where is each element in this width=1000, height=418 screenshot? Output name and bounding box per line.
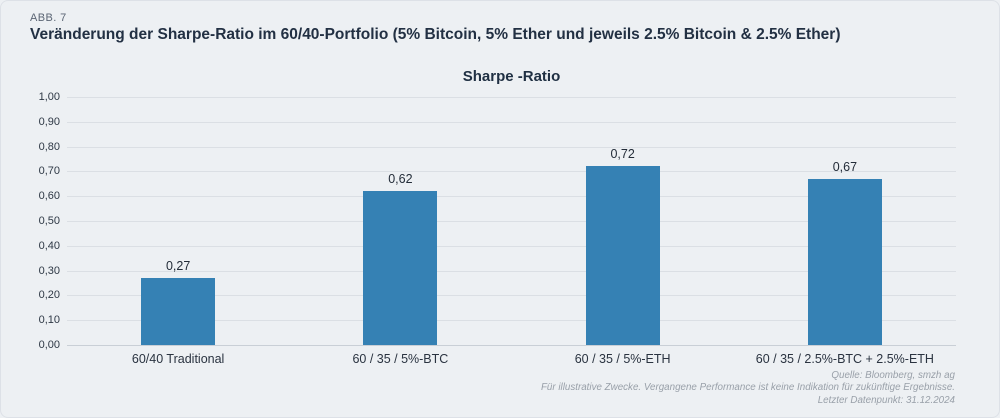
y-tick-label: 0,00 [38, 339, 60, 351]
y-tick-label: 0,50 [38, 215, 60, 227]
bar [585, 166, 660, 345]
y-tick-label: 0,90 [38, 115, 60, 128]
bars-row: 0,27 0,62 0,72 0,67 [67, 97, 956, 345]
figure-title: Veränderung der Sharpe-Ratio im 60/40-Po… [30, 26, 841, 43]
bar-group: 0,62 [289, 97, 511, 345]
last-datapoint-note: Letzter Datenpunkt: 31.12.2024 [817, 394, 955, 406]
gridline [67, 320, 956, 322]
source-note: Quelle: Bloomberg, smzh ag [831, 370, 955, 381]
y-tick-label: 0,10 [38, 314, 60, 327]
gridline [67, 295, 956, 297]
bar-value-label: 0,67 [832, 159, 858, 174]
gridline [67, 270, 956, 272]
bar [141, 278, 216, 345]
x-tick-label: 60 / 35 / 2.5%-BTC + 2.5%-ETH [755, 352, 934, 366]
gridline [67, 345, 956, 346]
x-axis-labels: 60/40 Traditional 60 / 35 / 5%-BTC 60 / 35… [67, 352, 956, 366]
bar-group: 0,72 [512, 97, 734, 345]
y-tick-label: 0,40 [38, 239, 60, 252]
y-tick-label: 0,20 [38, 289, 60, 302]
gridline [67, 146, 956, 148]
figure-number: ABB. 7 [30, 12, 67, 24]
bar-group: 0,67 [734, 97, 956, 345]
gridline [67, 121, 956, 123]
chart-title: Sharpe -Ratio [462, 68, 561, 85]
x-tick-label: 60 / 35 / 5%-BTC [352, 352, 449, 366]
y-axis-labels: 1,00 0,90 0,80 0,70 0,60 0,50 0,40 0,30 0,20 0,10… [18, 91, 60, 351]
x-tick-label: 60 / 35 / 5%-ETH [574, 352, 671, 366]
x-tick-label: 60/40 Traditional [131, 352, 225, 366]
bar-group: 0,27 [67, 97, 289, 345]
y-tick-label: 0,80 [38, 140, 60, 153]
bar-value-label: 0,62 [388, 172, 413, 187]
gridline [67, 245, 956, 247]
y-tick-label: 1,00 [38, 91, 60, 103]
disclaimer-note: Für illustrative Zwecke. Vergangene Perf… [540, 382, 955, 394]
gridline [67, 196, 956, 198]
gridline [67, 171, 956, 173]
gridline [67, 221, 956, 222]
bar [363, 191, 438, 345]
bar-value-label: 0,27 [165, 259, 191, 274]
bar [807, 178, 882, 345]
bar-value-label: 0,72 [610, 147, 635, 162]
plot-area: 0,27 0,62 0,72 0,67 [67, 97, 956, 346]
y-tick-label: 0,30 [38, 264, 60, 277]
footer-notes: Quelle: Bloomberg, smzh ag Für illustrat… [541, 370, 955, 407]
y-tick-label: 0,70 [38, 165, 60, 178]
y-tick-label: 0,60 [38, 190, 60, 203]
gridline [67, 97, 956, 98]
